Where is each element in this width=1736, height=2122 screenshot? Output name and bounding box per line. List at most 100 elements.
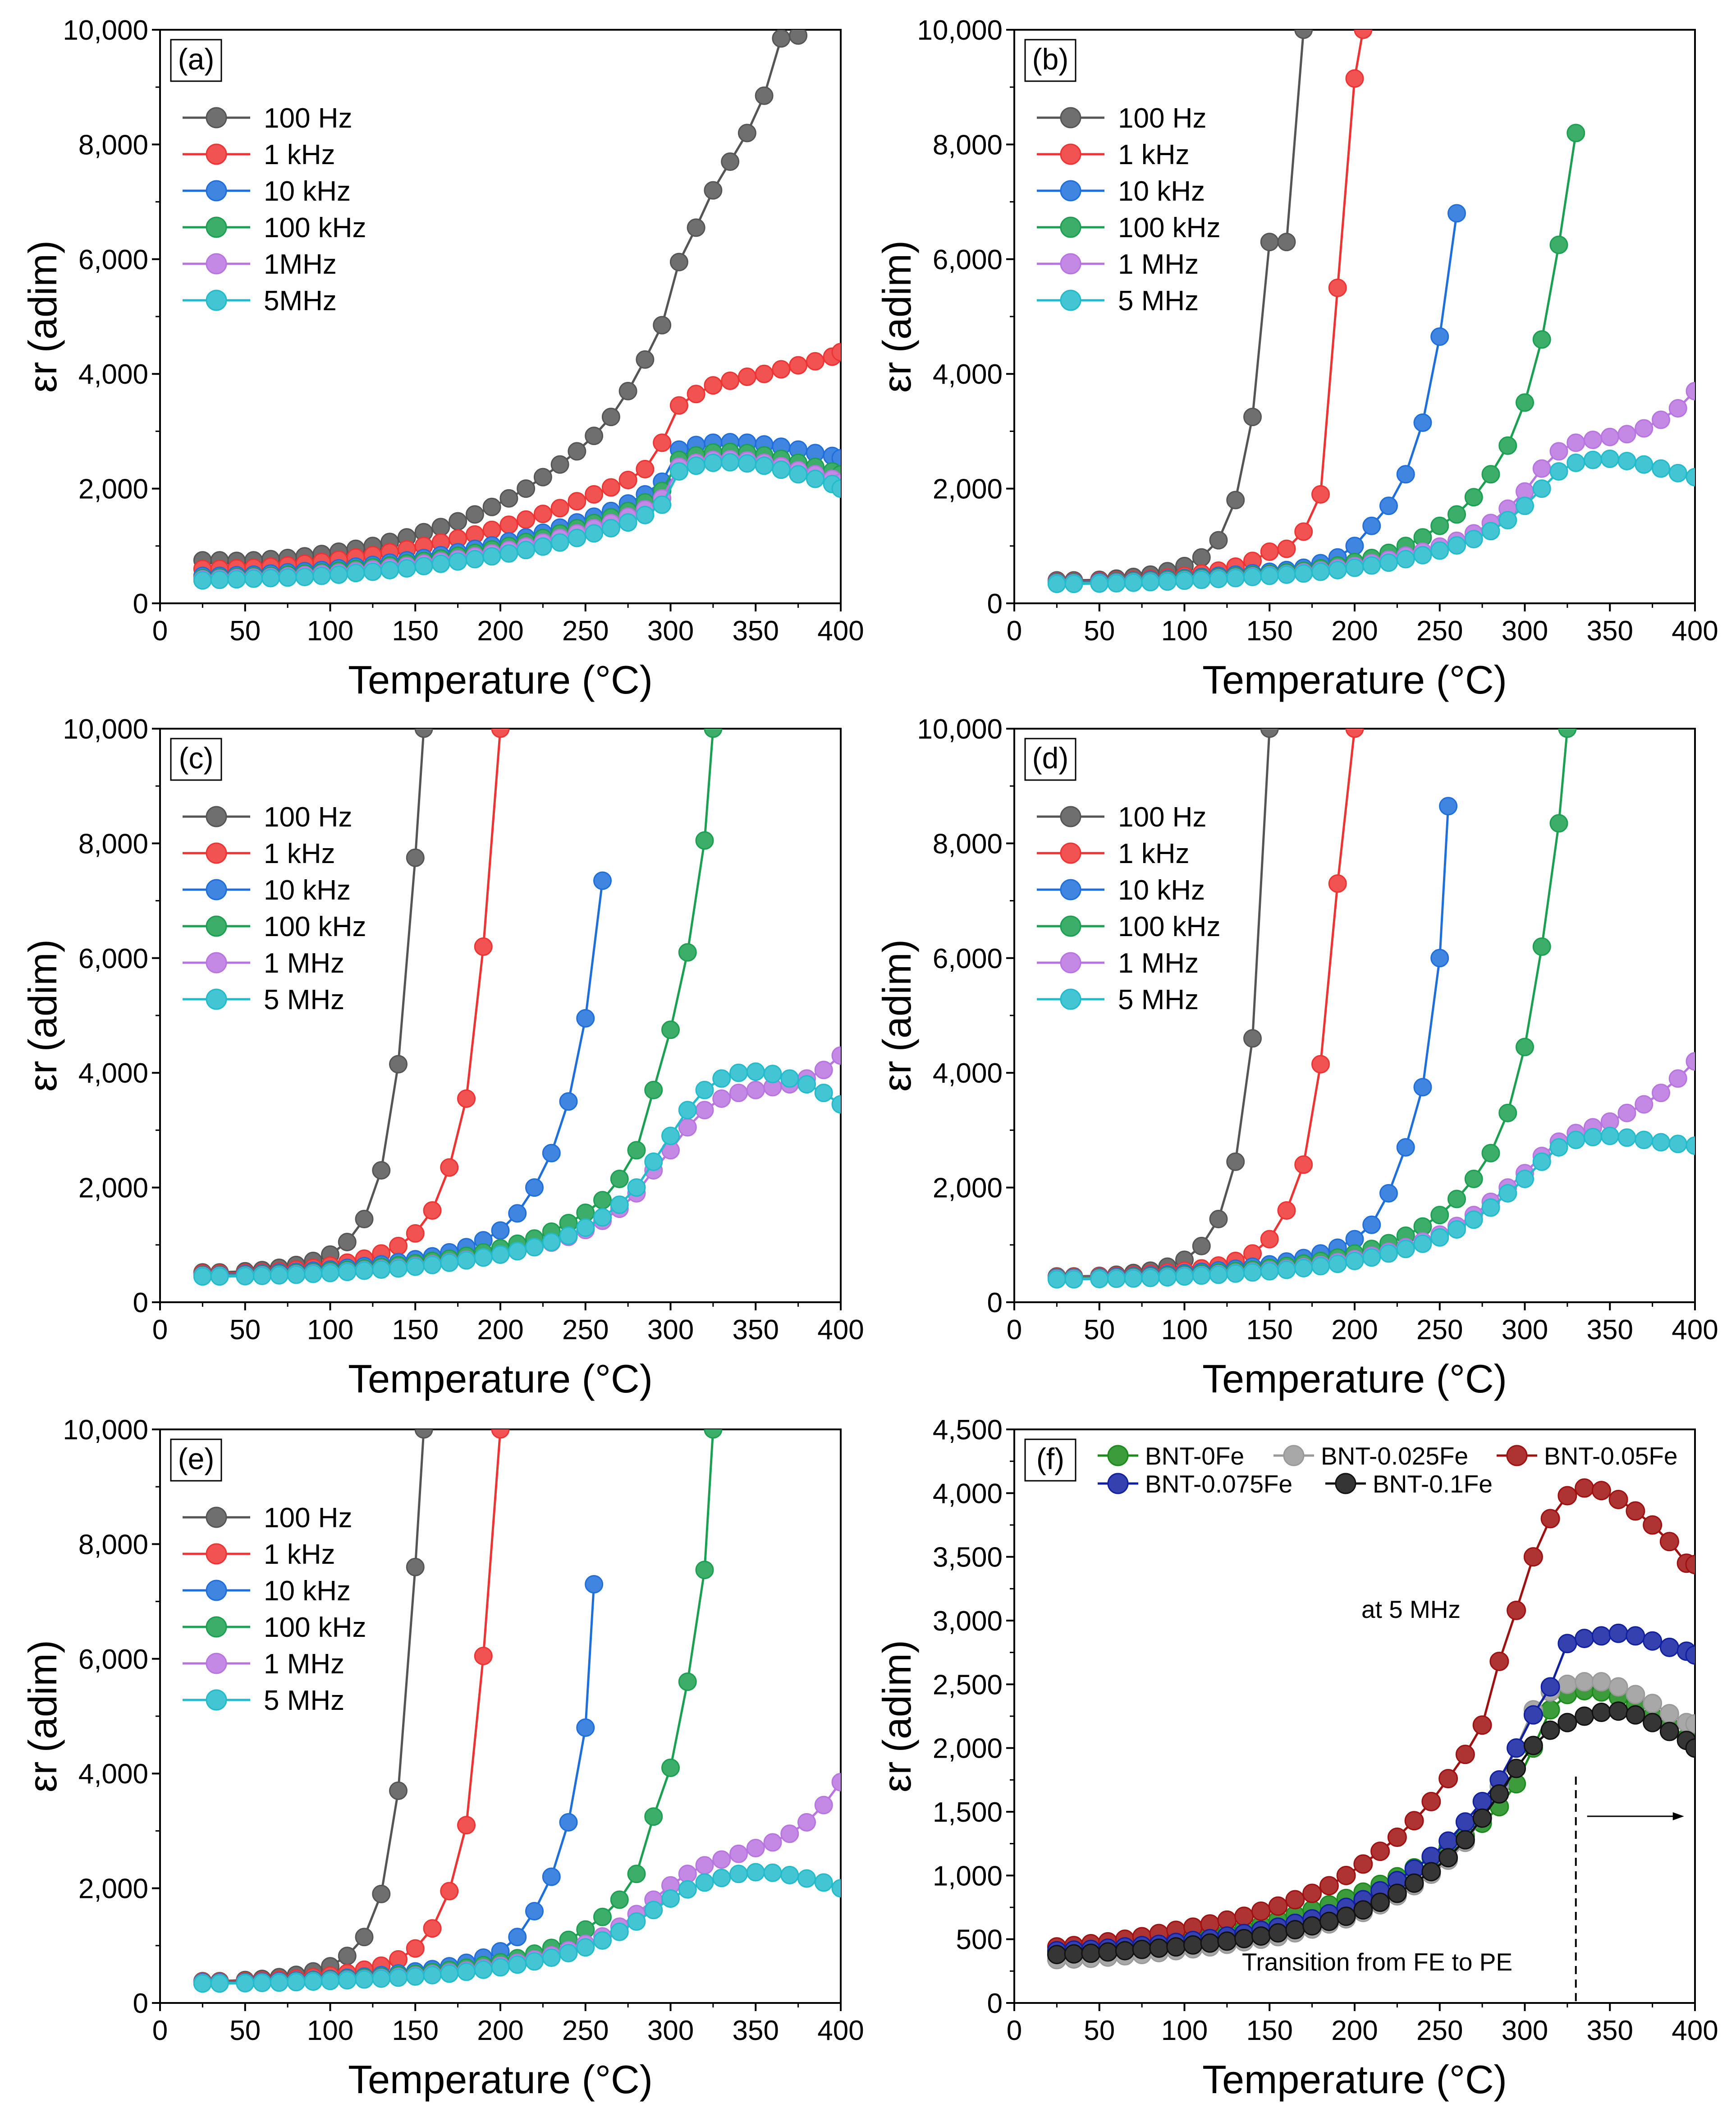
data-point — [1345, 537, 1364, 556]
legend-label: 1 kHz — [264, 1539, 335, 1570]
panel-label: (c) — [170, 738, 222, 781]
x-tick-label: 250 — [1416, 2015, 1463, 2046]
data-point — [593, 1931, 612, 1950]
data-point — [678, 1672, 697, 1691]
data-point — [1328, 278, 1347, 297]
x-tick-label: 100 — [1161, 2015, 1208, 2046]
panel-label-box — [1024, 1438, 1076, 1482]
data-point — [806, 352, 824, 371]
data-point — [1635, 1095, 1654, 1114]
x-axis-title: Temperature (°C) — [1202, 1356, 1507, 1401]
data-point — [380, 560, 399, 579]
data-point — [1659, 1532, 1679, 1552]
panel-label: (d) — [1024, 738, 1076, 781]
data-point — [1567, 433, 1585, 452]
data-point — [687, 218, 705, 237]
x-tick-label: 350 — [733, 615, 779, 647]
data-point — [287, 1973, 306, 1992]
data-point — [1413, 1234, 1432, 1253]
data-point — [1507, 1600, 1526, 1620]
x-tick-label: 100 — [307, 1314, 353, 1346]
data-point — [1047, 1270, 1066, 1289]
legend-marker — [206, 915, 227, 937]
x-tick-label: 400 — [817, 2015, 864, 2046]
data-point — [814, 1873, 833, 1892]
data-point — [253, 1973, 271, 1992]
data-point — [1200, 1933, 1220, 1953]
data-point — [831, 1879, 841, 1898]
data-point — [1686, 1052, 1695, 1071]
legend-marker — [206, 1689, 227, 1711]
data-point — [721, 152, 740, 171]
data-point — [482, 547, 501, 566]
data-point — [772, 30, 791, 48]
data-point — [610, 1170, 629, 1189]
data-point — [704, 181, 723, 200]
legend-label: 10 kHz — [1118, 176, 1205, 207]
data-point — [406, 1224, 425, 1243]
data-point — [491, 1245, 510, 1264]
legend-marker — [1060, 952, 1081, 974]
y-tick-label: 2,000 — [933, 474, 1003, 505]
legend-marker — [206, 253, 227, 275]
data-point — [1226, 1152, 1245, 1171]
data-point — [1396, 1138, 1415, 1157]
legend-marker — [1060, 806, 1081, 827]
data-point — [729, 1063, 748, 1082]
data-point — [372, 1884, 391, 1903]
data-point — [1575, 1672, 1594, 1692]
data-point — [1549, 462, 1568, 481]
data-point — [1557, 1634, 1577, 1654]
data-point — [695, 1101, 714, 1120]
y-tick-label: 0 — [133, 1988, 148, 2019]
data-point — [1260, 1262, 1279, 1281]
y-axis-symbol: εr — [20, 1061, 65, 1092]
data-point — [312, 566, 331, 585]
data-point — [1635, 419, 1654, 438]
plot-area — [1047, 729, 1695, 1289]
data-point — [746, 1839, 765, 1858]
legend-marker — [206, 143, 227, 165]
data-point — [1362, 556, 1381, 575]
data-point — [508, 1928, 527, 1947]
data-point — [1090, 1269, 1109, 1288]
data-point — [763, 1863, 782, 1882]
data-point — [1328, 874, 1347, 893]
data-point — [653, 316, 672, 335]
data-point — [465, 505, 484, 524]
data-point — [1600, 427, 1619, 446]
x-tick-label: 400 — [1672, 2015, 1718, 2046]
chart-panel-a: 0 50 100 150 200 250 300 350 400 0 2,000 4,000 6,000… — [20, 15, 864, 702]
data-point — [542, 1867, 561, 1886]
data-point — [1438, 1848, 1458, 1868]
data-point — [423, 1919, 442, 1938]
annotation-transition: Transition from FE to PE — [1242, 1948, 1512, 1976]
data-point — [1064, 1270, 1083, 1289]
y-tick-label: 6,000 — [78, 244, 148, 276]
data-point — [763, 1833, 782, 1852]
data-point — [695, 1080, 714, 1099]
legend-marker — [1335, 1473, 1356, 1494]
legend-label: 1 MHz — [1118, 948, 1199, 979]
data-point — [1472, 1808, 1492, 1828]
data-point — [389, 1968, 408, 1987]
data-point — [1268, 1896, 1288, 1916]
data-point — [636, 459, 655, 478]
data-point — [1668, 1069, 1687, 1088]
data-point — [508, 1204, 527, 1223]
data-point — [1209, 1210, 1228, 1229]
data-point — [389, 1236, 408, 1255]
data-point — [1175, 571, 1194, 590]
legend-marker — [1060, 107, 1081, 129]
data-point — [244, 569, 263, 588]
legend: 100 Hz 1 kHz 10 kHz 100 kHz 1MHz 5MHz — [183, 103, 366, 317]
data-point — [1141, 573, 1160, 592]
data-point — [1608, 1489, 1628, 1509]
data-point — [1643, 1515, 1663, 1535]
data-point — [517, 541, 536, 560]
data-point — [406, 1557, 425, 1576]
y-tick-label: 500 — [956, 1924, 1003, 1956]
x-tick-label: 0 — [152, 2015, 168, 2046]
panel-label: (e) — [170, 1438, 222, 1482]
